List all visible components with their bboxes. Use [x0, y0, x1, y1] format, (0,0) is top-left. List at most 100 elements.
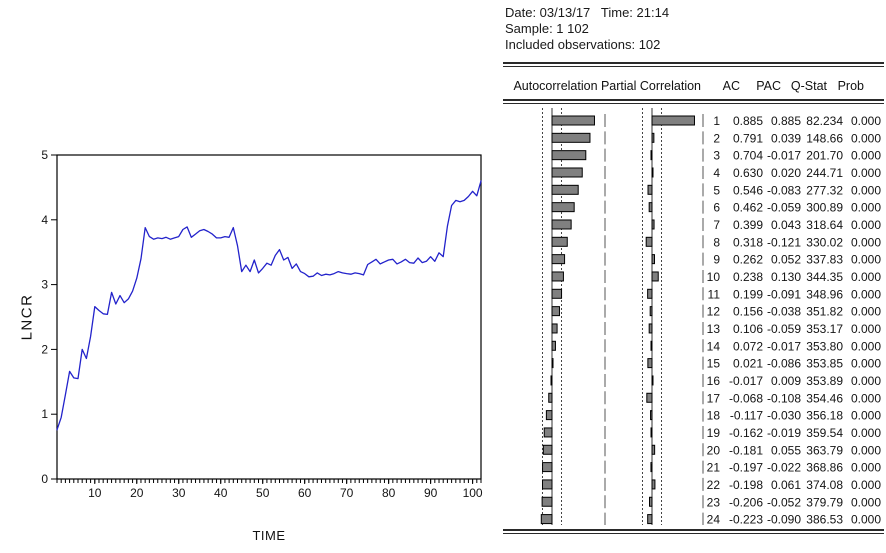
pac-lag-12-bar — [649, 306, 653, 317]
pac-value: 0.885 — [771, 114, 801, 128]
prob-value: 0.000 — [851, 166, 881, 180]
pac-value: 0.130 — [771, 270, 801, 284]
prob-value: 0.000 — [851, 235, 881, 249]
pac-lag-3-bar — [650, 150, 653, 161]
qstat-value: 353.17 — [806, 322, 843, 336]
y-axis-label: LNCR — [18, 293, 36, 341]
prob-value: 0.000 — [851, 513, 881, 527]
pac-value: -0.052 — [767, 495, 801, 509]
lag-value: 23 — [707, 495, 721, 509]
x-tick-label: 100 — [463, 486, 483, 500]
ac-value: 0.462 — [733, 201, 763, 215]
qstat-value: 330.02 — [806, 235, 843, 249]
x-tick-label: 30 — [172, 486, 186, 500]
ac-lag-7-bar — [551, 219, 572, 230]
ac-value: 0.399 — [733, 218, 763, 232]
lag-value: 5 — [713, 183, 720, 197]
ac-lag-20-bar — [542, 444, 553, 455]
prob-value: 0.000 — [851, 131, 881, 145]
prob-value: 0.000 — [851, 287, 881, 301]
qstat-value: 348.96 — [806, 287, 843, 301]
pac-value: -0.086 — [767, 357, 801, 371]
pac-lag-18-bar — [650, 410, 653, 421]
pac-value: -0.108 — [767, 391, 801, 405]
ac-value: -0.198 — [729, 478, 763, 492]
header-divider — [503, 99, 884, 104]
pac-lag-22-bar — [651, 479, 656, 490]
lag-value: 10 — [707, 270, 721, 284]
qstat-value: 353.89 — [806, 374, 843, 388]
lag-value: 6 — [713, 201, 720, 215]
ac-lag-22-bar — [541, 479, 553, 490]
x-tick-label: 10 — [88, 486, 102, 500]
prob-value: 0.000 — [851, 322, 881, 336]
ac-lag-8-bar — [551, 236, 568, 247]
ac-lag-21-bar — [542, 462, 553, 473]
pac-lag-5-bar — [647, 184, 653, 195]
pac-lag-2-bar — [651, 132, 655, 143]
x-tick-label: 70 — [340, 486, 354, 500]
pac-lag-13-bar — [648, 323, 653, 334]
ac-value: 0.630 — [733, 166, 763, 180]
qstat-value: 354.46 — [806, 391, 843, 405]
ac-lag-5-bar — [551, 184, 579, 195]
qstat-value: 337.83 — [806, 253, 843, 267]
pac-lag-20-bar — [651, 444, 656, 455]
lag-value: 20 — [707, 443, 721, 457]
column-header-qstat: Q-Stat — [790, 79, 827, 93]
column-header-partial-correlation: Partial Correlation — [600, 79, 702, 93]
lag-value: 16 — [707, 374, 721, 388]
sample-text: Sample: 1 102 — [505, 21, 589, 36]
prob-value: 0.000 — [851, 201, 881, 215]
ac-value: 0.238 — [733, 270, 763, 284]
qstat-value: 318.64 — [806, 218, 843, 232]
prob-value: 0.000 — [851, 495, 881, 509]
x-tick-label: 50 — [256, 486, 270, 500]
pac-lag-10-bar — [651, 271, 659, 282]
ac-value: 0.704 — [733, 149, 763, 163]
ac-lag-18-bar — [545, 410, 553, 421]
ac-value: 0.885 — [733, 114, 763, 128]
lag-value: 24 — [707, 513, 721, 527]
lag-value: 15 — [707, 357, 721, 371]
ac-lag-1-bar — [551, 115, 595, 126]
ac-lag-2-bar — [551, 132, 591, 143]
date-time-text: Date: 03/13/17 Time: 21:14 — [505, 5, 670, 20]
pac-value: -0.083 — [767, 183, 801, 197]
pac-lag-14-bar — [650, 340, 653, 351]
ac-value: -0.068 — [729, 391, 763, 405]
x-tick-label: 20 — [130, 486, 144, 500]
qstat-value: 356.18 — [806, 409, 843, 423]
top-divider — [503, 62, 884, 67]
lag-value: 13 — [707, 322, 721, 336]
pac-value: -0.030 — [767, 409, 801, 423]
y-tick-label: 1 — [41, 407, 48, 421]
ac-value: -0.117 — [730, 409, 763, 423]
ac-value: -0.181 — [729, 443, 763, 457]
pac-lag-7-bar — [651, 219, 655, 230]
ac-lag-24-bar — [540, 514, 553, 525]
prob-value: 0.000 — [851, 374, 881, 388]
qstat-value: 351.82 — [806, 305, 843, 319]
pac-value: 0.039 — [771, 131, 801, 145]
y-tick-label: 2 — [41, 342, 48, 356]
y-tick-label: 3 — [41, 278, 48, 292]
ac-value: -0.197 — [729, 461, 763, 475]
pac-value: -0.022 — [767, 461, 801, 475]
sample-info-block: Date: 03/13/17 Time: 21:14 Sample: 1 102… — [505, 5, 669, 53]
pac-value: 0.052 — [771, 253, 801, 267]
pac-lag-11-bar — [647, 288, 653, 299]
prob-value: 0.000 — [851, 270, 881, 284]
ac-lag-9-bar — [551, 254, 566, 265]
qstat-value: 244.71 — [806, 166, 843, 180]
pac-value: 0.020 — [771, 166, 801, 180]
ac-lag-4-bar — [551, 167, 583, 178]
ac-value: 0.156 — [733, 305, 763, 319]
pac-value: 0.061 — [771, 478, 801, 492]
ac-lag-3-bar — [551, 150, 587, 161]
ac-value: 0.262 — [733, 253, 763, 267]
ac-value: 0.546 — [733, 183, 763, 197]
qstat-value: 374.08 — [806, 478, 843, 492]
y-tick-label: 5 — [41, 148, 48, 162]
pac-value: -0.059 — [767, 201, 801, 215]
